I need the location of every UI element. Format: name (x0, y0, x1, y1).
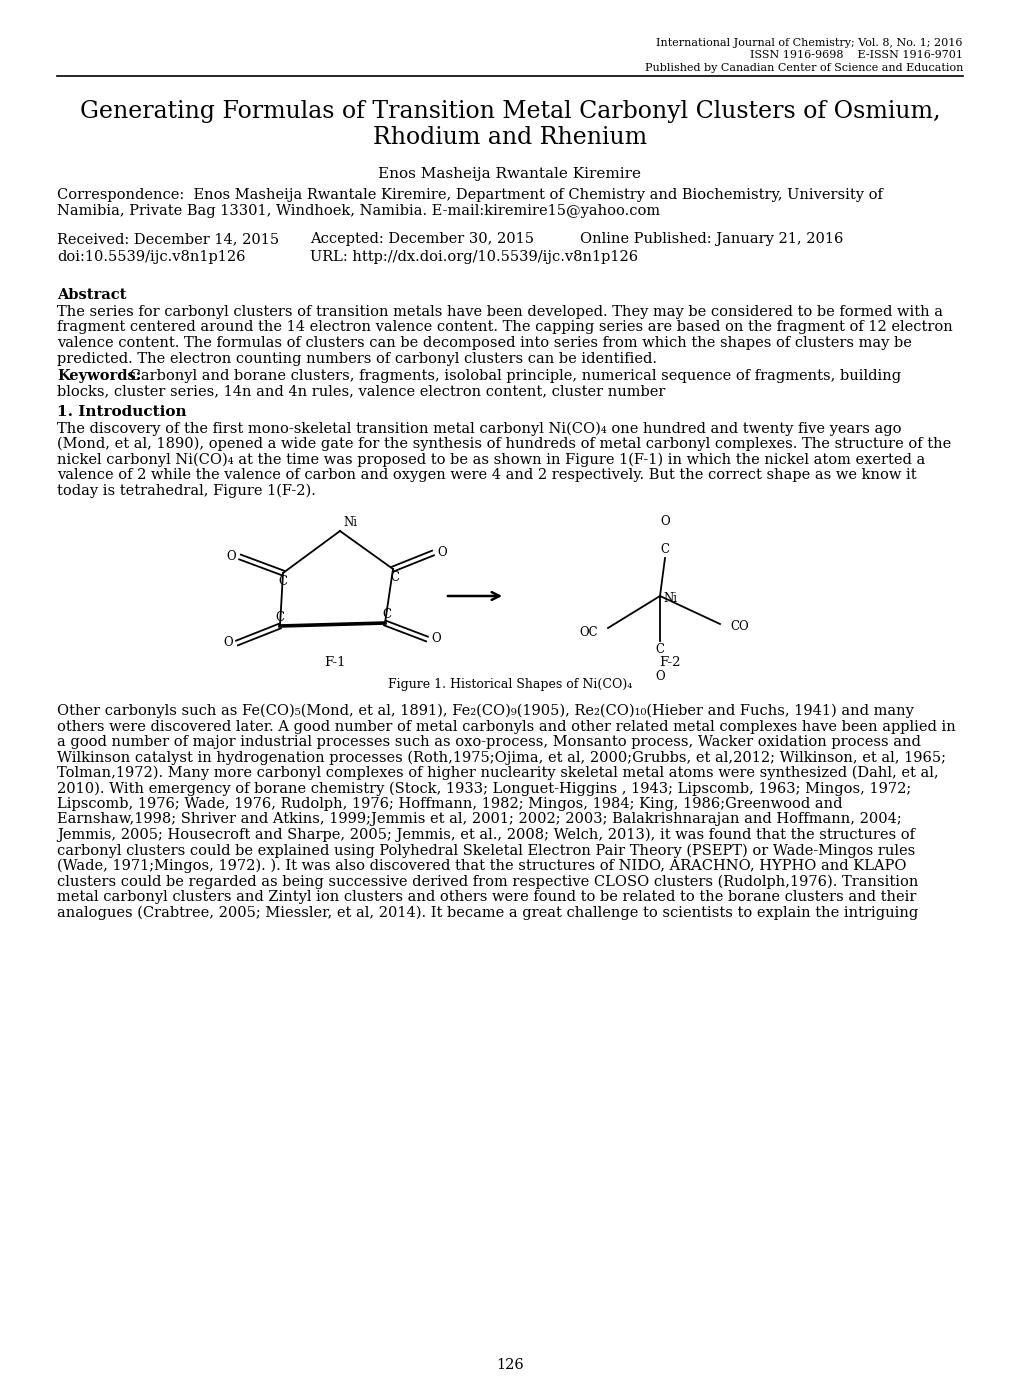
Text: Accepted: December 30, 2015: Accepted: December 30, 2015 (310, 233, 534, 246)
Text: predicted. The electron counting numbers of carbonyl clusters can be identified.: predicted. The electron counting numbers… (57, 352, 656, 365)
Text: metal carbonyl clusters and Zintyl ion clusters and others were found to be rela: metal carbonyl clusters and Zintyl ion c… (57, 890, 915, 904)
Text: C: C (278, 574, 287, 588)
Text: The discovery of the first mono-skeletal transition metal carbonyl Ni(CO)₄ one h: The discovery of the first mono-skeletal… (57, 422, 901, 436)
Text: blocks, cluster series, 14n and 4n rules, valence electron content, cluster numb: blocks, cluster series, 14n and 4n rules… (57, 385, 664, 399)
Text: Ni: Ni (342, 516, 357, 529)
Text: Other carbonyls such as Fe(CO)₅(Mond, et al, 1891), Fe₂(CO)₉(1905), Re₂(CO)₁₀(Hi: Other carbonyls such as Fe(CO)₅(Mond, et… (57, 704, 913, 718)
Text: carbonyl clusters could be explained using Polyhedral Skeletal Electron Pair The: carbonyl clusters could be explained usi… (57, 843, 914, 858)
Text: valence of 2 while the valence of carbon and oxygen were 4 and 2 respectively. B: valence of 2 while the valence of carbon… (57, 468, 916, 482)
Text: valence content. The formulas of clusters can be decomposed into series from whi: valence content. The formulas of cluster… (57, 336, 911, 350)
Text: (Wade, 1971;Mingos, 1972). ). It was also discovered that the structures of NIDO: (Wade, 1971;Mingos, 1972). ). It was als… (57, 859, 906, 873)
Text: Abstract: Abstract (57, 288, 126, 302)
Text: Rhodium and Rhenium: Rhodium and Rhenium (373, 126, 646, 149)
Text: clusters could be regarded as being successive derived from respective CLOSO clu: clusters could be regarded as being succ… (57, 875, 917, 889)
Text: (Mond, et al, 1890), opened a wide gate for the synthesis of hundreds of metal c: (Mond, et al, 1890), opened a wide gate … (57, 437, 951, 451)
Text: Figure 1. Historical Shapes of Ni(CO)₄: Figure 1. Historical Shapes of Ni(CO)₄ (387, 678, 632, 691)
Text: Ni: Ni (662, 592, 677, 606)
Text: O: O (226, 551, 235, 563)
Text: O: O (654, 670, 664, 682)
Text: Jemmis, 2005; Housecroft and Sharpe, 2005; Jemmis, et al., 2008; Welch, 2013), i: Jemmis, 2005; Housecroft and Sharpe, 200… (57, 828, 914, 843)
Text: 126: 126 (495, 1358, 524, 1372)
Text: Correspondence:  Enos Masheija Rwantale Kiremire, Department of Chemistry and Bi: Correspondence: Enos Masheija Rwantale K… (57, 188, 882, 202)
Text: OC: OC (579, 626, 597, 638)
Text: Enos Masheija Rwantale Kiremire: Enos Masheija Rwantale Kiremire (378, 167, 641, 181)
Text: URL: http://dx.doi.org/10.5539/ijc.v8n1p126: URL: http://dx.doi.org/10.5539/ijc.v8n1p… (310, 251, 638, 264)
Text: Received: December 14, 2015: Received: December 14, 2015 (57, 233, 279, 246)
Text: Online Published: January 21, 2016: Online Published: January 21, 2016 (580, 233, 843, 246)
Text: O: O (431, 632, 440, 645)
Text: Generating Formulas of Transition Metal Carbonyl Clusters of Osmium,: Generating Formulas of Transition Metal … (79, 100, 940, 123)
Text: O: O (436, 547, 446, 559)
Text: Carbonyl and borane clusters, fragments, isolobal principle, numerical sequence : Carbonyl and borane clusters, fragments,… (125, 370, 900, 383)
Text: 2010). With emergency of borane chemistry (Stock, 1933; Longuet-Higgins , 1943; : 2010). With emergency of borane chemistr… (57, 782, 910, 796)
Text: F-1: F-1 (324, 656, 345, 668)
Text: analogues (Crabtree, 2005; Miessler, et al, 2014). It became a great challenge t: analogues (Crabtree, 2005; Miessler, et … (57, 905, 917, 920)
Text: 1. Introduction: 1. Introduction (57, 404, 186, 418)
Text: Wilkinson catalyst in hydrogenation processes (Roth,1975;Ojima, et al, 2000;Grub: Wilkinson catalyst in hydrogenation proc… (57, 750, 945, 765)
Text: ISSN 1916-9698    E-ISSN 1916-9701: ISSN 1916-9698 E-ISSN 1916-9701 (749, 50, 962, 61)
Text: C: C (275, 610, 284, 624)
Text: doi:10.5539/ijc.v8n1p126: doi:10.5539/ijc.v8n1p126 (57, 251, 246, 264)
Text: Lipscomb, 1976; Wade, 1976, Rudolph, 1976; Hoffmann, 1982; Mingos, 1984; King, 1: Lipscomb, 1976; Wade, 1976, Rudolph, 197… (57, 797, 842, 811)
Text: O: O (223, 637, 232, 649)
Text: today is tetrahedral, Figure 1(F-2).: today is tetrahedral, Figure 1(F-2). (57, 483, 316, 498)
Text: Earnshaw,1998; Shriver and Atkins, 1999;Jemmis et al, 2001; 2002; 2003; Balakris: Earnshaw,1998; Shriver and Atkins, 1999;… (57, 812, 901, 826)
Text: O: O (659, 515, 669, 529)
Text: The series for carbonyl clusters of transition metals have been developed. They : The series for carbonyl clusters of tran… (57, 304, 943, 318)
Text: Namibia, Private Bag 13301, Windhoek, Namibia. E-mail:kiremire15@yahoo.com: Namibia, Private Bag 13301, Windhoek, Na… (57, 203, 659, 217)
Text: Tolman,1972). Many more carbonyl complexes of higher nuclearity skeletal metal a: Tolman,1972). Many more carbonyl complex… (57, 765, 937, 781)
Text: C: C (660, 543, 668, 556)
Text: C: C (390, 572, 399, 584)
Text: fragment centered around the 14 electron valence content. The capping series are: fragment centered around the 14 electron… (57, 321, 952, 335)
Text: C: C (382, 608, 391, 621)
Text: a good number of major industrial processes such as oxo-process, Monsanto proces: a good number of major industrial proces… (57, 735, 920, 749)
Text: others were discovered later. A good number of metal carbonyls and other related: others were discovered later. A good num… (57, 720, 955, 734)
Text: C: C (655, 644, 663, 656)
Text: F-2: F-2 (658, 656, 680, 668)
Text: nickel carbonyl Ni(CO)₄ at the time was proposed to be as shown in Figure 1(F-1): nickel carbonyl Ni(CO)₄ at the time was … (57, 453, 924, 466)
Text: Keywords:: Keywords: (57, 370, 141, 383)
Text: CO: CO (730, 620, 748, 632)
Text: International Journal of Chemistry; Vol. 8, No. 1; 2016: International Journal of Chemistry; Vol.… (656, 37, 962, 48)
Text: Published by Canadian Center of Science and Education: Published by Canadian Center of Science … (644, 64, 962, 73)
